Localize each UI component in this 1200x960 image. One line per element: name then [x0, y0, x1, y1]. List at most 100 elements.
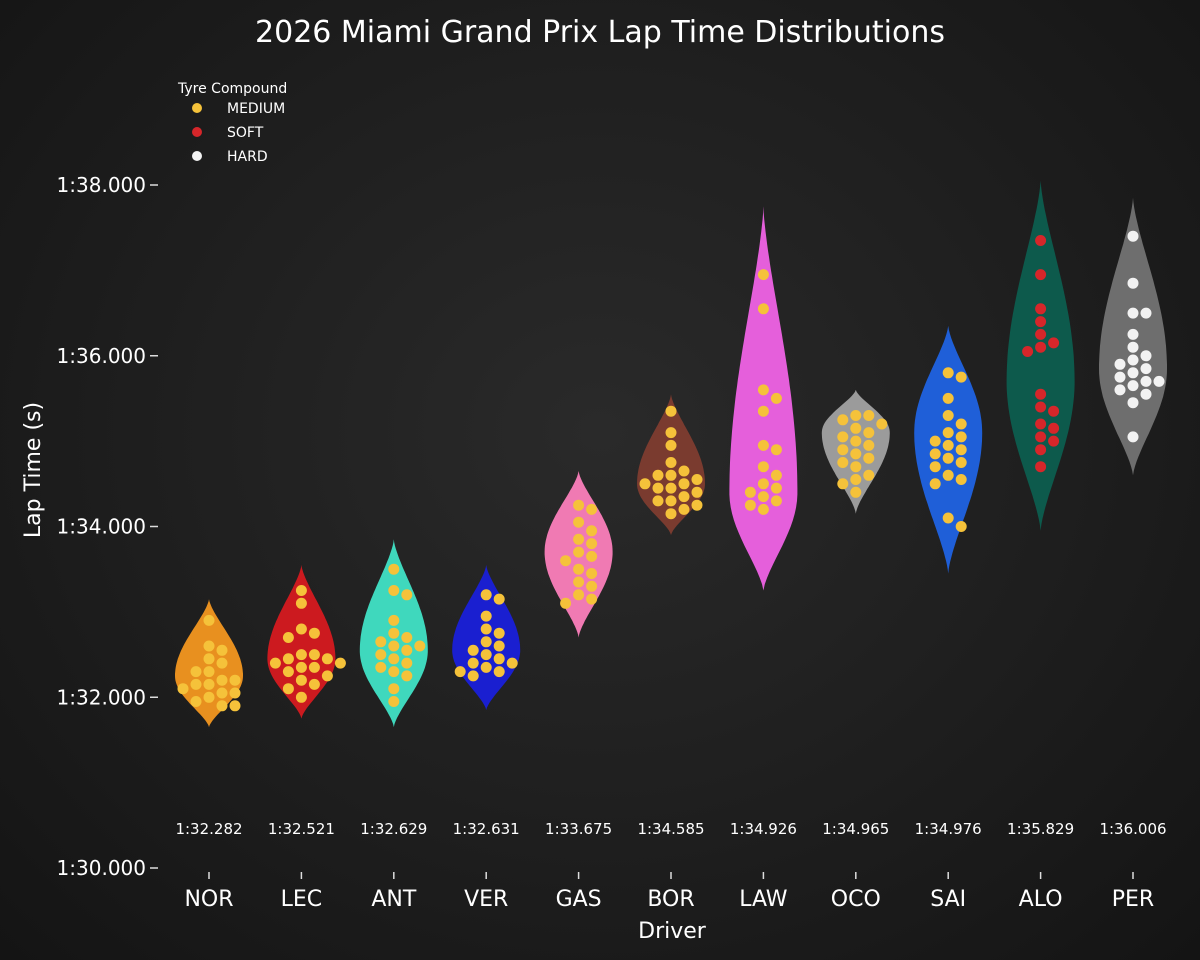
violin-lec	[267, 564, 336, 719]
lap-point-alo	[1048, 435, 1060, 447]
lap-point-nor	[203, 653, 215, 665]
lap-point-oco	[863, 439, 875, 451]
lap-point-law	[770, 495, 782, 507]
legend-title: Tyre Compound	[177, 81, 287, 97]
lap-point-per	[1114, 371, 1126, 383]
lap-point-per	[1140, 375, 1152, 387]
legend-marker-medium	[192, 103, 202, 113]
lap-point-alo	[1035, 461, 1047, 473]
lap-point-oco	[863, 452, 875, 464]
lap-point-ant	[414, 640, 426, 652]
lap-point-nor	[190, 678, 202, 690]
x-tick-label-law: LAW	[739, 887, 788, 912]
lap-point-ver	[467, 644, 479, 656]
lap-point-ver	[493, 640, 505, 652]
lap-point-sai	[929, 448, 941, 460]
lap-point-ant	[388, 666, 400, 678]
lap-point-alo	[1048, 337, 1060, 349]
lap-point-alo	[1035, 316, 1047, 328]
lap-point-per	[1127, 354, 1139, 366]
lap-point-nor	[216, 657, 228, 669]
violin-law	[729, 206, 798, 591]
lap-point-per	[1114, 384, 1126, 396]
lap-point-nor	[229, 700, 241, 712]
lap-point-per	[1127, 341, 1139, 353]
lap-point-law	[744, 486, 756, 498]
lap-point-ant	[388, 696, 400, 707]
x-axis-label: Driver	[638, 919, 707, 944]
lap-point-per	[1127, 230, 1139, 242]
lap-point-oco	[850, 474, 862, 485]
x-tick-label-lec: LEC	[281, 887, 323, 912]
lap-point-lec	[295, 674, 307, 686]
x-tick-label-ant: ANT	[371, 887, 417, 912]
y-axis: 1:30.000 1:32.000 1:34.000 1:36.000 1:38.000	[57, 173, 158, 880]
lap-point-law	[757, 303, 769, 315]
lap-point-nor	[229, 674, 241, 686]
lap-point-ver	[480, 610, 492, 622]
lap-point-bor	[652, 469, 664, 481]
lap-point-lec	[282, 632, 294, 643]
lap-point-nor	[216, 700, 228, 712]
violins	[175, 180, 1167, 728]
lap-point-alo	[1048, 405, 1060, 417]
lap-point-per	[1127, 367, 1139, 379]
lap-point-bor	[665, 427, 677, 439]
lap-point-lec	[308, 649, 320, 661]
lap-point-bor	[665, 508, 677, 520]
lap-point-law	[757, 439, 769, 451]
lap-point-sai	[955, 371, 967, 383]
lap-point-bor	[691, 474, 703, 485]
lap-point-sai	[942, 392, 954, 404]
lap-point-ver	[467, 670, 479, 682]
lap-point-oco	[850, 435, 862, 447]
lap-point-bor	[678, 478, 690, 490]
lap-point-per	[1153, 375, 1165, 387]
lap-point-gas	[573, 576, 585, 588]
lap-point-nor	[203, 640, 215, 652]
legend-label-hard: HARD	[227, 149, 268, 165]
lap-point-per	[1140, 363, 1152, 375]
lap-point-gas	[586, 593, 598, 605]
median-label-sai: 1:34.976	[915, 820, 982, 838]
lap-point-alo	[1035, 444, 1047, 456]
lap-point-nor	[216, 644, 228, 656]
lap-point-ver	[493, 627, 505, 639]
lap-point-per	[1140, 388, 1152, 400]
legend-label-soft: SOFT	[227, 125, 264, 141]
y-tick-label: 1:36.000	[57, 344, 146, 368]
lap-point-ant	[375, 649, 387, 661]
lap-point-nor	[229, 687, 241, 699]
lap-point-gas	[573, 516, 585, 528]
median-label-bor: 1:34.585	[637, 820, 704, 838]
lap-point-gas	[586, 568, 598, 579]
lap-point-ver	[493, 593, 505, 605]
lap-point-lec	[295, 623, 307, 635]
lap-point-law	[744, 499, 756, 511]
lap-point-gas	[586, 503, 598, 515]
lap-point-lec	[269, 657, 281, 669]
lap-point-gas	[573, 533, 585, 545]
lap-point-sai	[929, 461, 941, 473]
x-tick-label-per: PER	[1112, 887, 1154, 912]
lap-point-ant	[401, 644, 413, 656]
lap-point-bor	[665, 495, 677, 507]
lap-point-alo	[1022, 346, 1034, 357]
lap-point-nor	[203, 678, 215, 690]
lap-point-per	[1127, 431, 1139, 443]
y-axis-label: Lap Time (s)	[21, 402, 46, 538]
lap-point-per	[1127, 307, 1139, 319]
lap-point-law	[757, 269, 769, 281]
x-tick-label-bor: BOR	[647, 887, 694, 912]
lap-point-lec	[282, 666, 294, 678]
lap-point-alo	[1035, 235, 1047, 246]
lap-point-nor	[203, 666, 215, 678]
lap-point-ant	[401, 670, 413, 682]
lap-point-bor	[691, 499, 703, 511]
median-label-oco: 1:34.965	[822, 820, 889, 838]
x-tick-label-alo: ALO	[1019, 887, 1063, 912]
lap-point-bor	[665, 469, 677, 481]
lap-point-law	[770, 469, 782, 481]
lap-point-alo	[1035, 328, 1047, 340]
lap-point-sai	[955, 444, 967, 456]
